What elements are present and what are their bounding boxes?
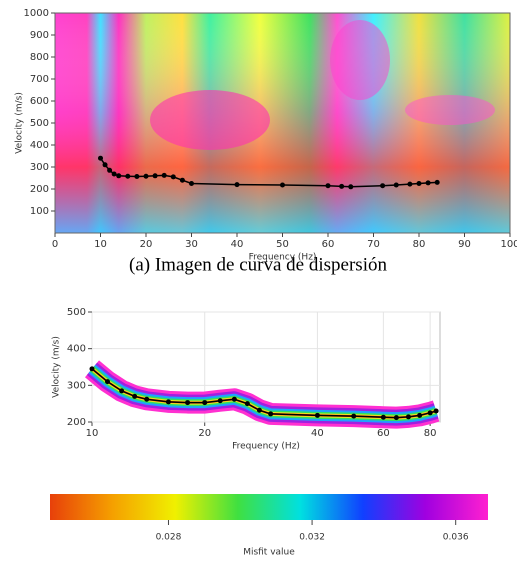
point	[134, 173, 140, 179]
x-axis-label: Frequency (Hz)	[249, 253, 317, 263]
point	[325, 183, 331, 189]
caption: (a) Imagen de curva de dispersión	[129, 254, 387, 275]
x-tick-label: 30	[185, 239, 198, 250]
point	[231, 396, 237, 402]
point	[132, 393, 138, 399]
x-tick-label: 10	[86, 428, 99, 439]
y-tick-label: 600	[30, 96, 49, 107]
point	[416, 181, 422, 186]
point	[256, 407, 262, 413]
y-tick-label: 900	[30, 30, 49, 41]
y-tick-label: 400	[30, 140, 49, 151]
x-tick-label: 0	[52, 239, 58, 250]
colorbar-tick-label: 0.032	[299, 533, 325, 543]
x-axis-label: Frequency (Hz)	[232, 442, 300, 452]
point	[393, 415, 399, 421]
point	[217, 398, 223, 404]
point	[244, 401, 250, 407]
x-tick-label: 60	[377, 428, 390, 439]
heatmap-background	[55, 13, 510, 233]
point	[116, 173, 122, 179]
y-tick-label: 300	[30, 162, 49, 173]
point	[144, 396, 150, 402]
point	[280, 182, 285, 188]
point	[143, 173, 149, 179]
point	[427, 410, 433, 416]
x-tick-label: 40	[311, 428, 324, 439]
y-tick-label: 100	[30, 206, 49, 217]
point	[339, 183, 345, 189]
point	[433, 408, 439, 414]
colorbar-tick-label: 0.036	[443, 533, 469, 543]
y-tick-label: 200	[30, 184, 49, 195]
y-tick-label: 1000	[24, 8, 49, 19]
point	[407, 181, 413, 187]
point	[161, 172, 167, 178]
point	[170, 174, 176, 180]
point	[111, 171, 117, 177]
x-tick-label: 100	[500, 239, 517, 250]
point	[348, 184, 354, 190]
point	[351, 413, 357, 419]
point	[107, 167, 113, 173]
point	[417, 412, 423, 418]
y-tick-label: 700	[30, 74, 49, 85]
x-tick-label: 90	[458, 239, 471, 250]
x-tick-label: 80	[413, 239, 426, 250]
point	[380, 414, 386, 420]
point	[104, 379, 110, 385]
y-tick-label: 500	[30, 118, 49, 129]
y-tick-label: 200	[67, 417, 86, 428]
x-tick-label: 20	[198, 428, 211, 439]
point	[234, 182, 240, 188]
x-tick-label: 70	[367, 239, 380, 250]
x-tick-label: 60	[322, 239, 335, 250]
colorbar-label: Misfit value	[243, 548, 295, 558]
point	[102, 162, 108, 168]
y-tick-label: 400	[67, 344, 86, 355]
x-tick-label: 20	[140, 239, 153, 250]
point	[125, 173, 131, 179]
y-axis-label: Velocity (m/s)	[52, 336, 62, 398]
x-tick-label: 50	[276, 239, 289, 250]
point	[119, 388, 125, 394]
point	[405, 414, 411, 420]
y-tick-label: 500	[67, 307, 86, 318]
point	[165, 399, 171, 405]
point	[202, 400, 208, 406]
point	[425, 180, 431, 186]
point	[314, 412, 320, 418]
point	[380, 183, 386, 189]
point	[98, 155, 103, 161]
y-tick-label: 800	[30, 52, 49, 63]
point	[179, 177, 185, 183]
point	[393, 182, 399, 188]
colorbar-tick-label: 0.028	[156, 533, 182, 543]
x-tick-label: 10	[94, 239, 107, 250]
point	[152, 173, 158, 179]
y-tick-label: 300	[67, 380, 86, 391]
point	[185, 400, 191, 406]
x-tick-label: 40	[231, 239, 244, 250]
point	[189, 181, 194, 186]
x-tick-label: 80	[424, 428, 437, 439]
point	[89, 366, 95, 372]
y-axis-label: Velocity (m/s)	[15, 92, 25, 154]
point	[268, 411, 274, 417]
colorbar	[50, 494, 488, 520]
point	[434, 179, 440, 185]
